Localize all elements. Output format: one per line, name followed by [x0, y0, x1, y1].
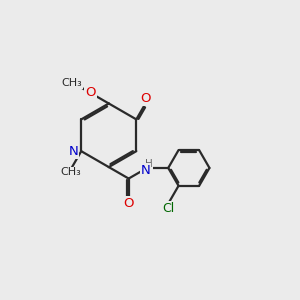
Text: O: O: [85, 86, 96, 99]
Text: H: H: [145, 159, 152, 169]
Text: O: O: [123, 197, 134, 210]
Text: CH₃: CH₃: [60, 167, 81, 178]
Text: CH₃: CH₃: [61, 78, 82, 88]
Text: O: O: [140, 92, 150, 105]
Text: Cl: Cl: [162, 202, 174, 215]
Text: N: N: [68, 145, 78, 158]
Text: N: N: [141, 164, 150, 177]
